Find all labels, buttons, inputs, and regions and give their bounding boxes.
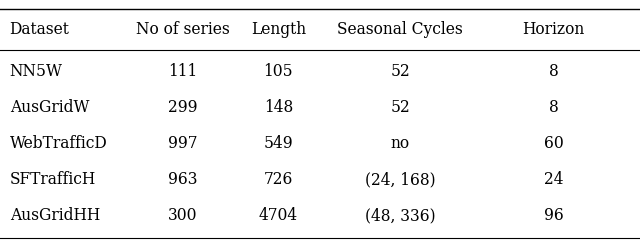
Text: No of series: No of series [136,21,229,38]
Text: Length: Length [251,21,306,38]
Text: SFTrafficH: SFTrafficH [10,171,96,188]
Text: 963: 963 [168,171,197,188]
Text: 148: 148 [264,99,293,116]
Text: 8: 8 [548,99,559,116]
Text: no: no [390,135,410,152]
Text: AusGridW: AusGridW [10,99,89,116]
Text: 52: 52 [390,63,410,80]
Text: 726: 726 [264,171,293,188]
Text: 549: 549 [264,135,293,152]
Text: AusGridHH: AusGridHH [10,207,100,224]
Text: Seasonal Cycles: Seasonal Cycles [337,21,463,38]
Text: 52: 52 [390,99,410,116]
Text: Dataset: Dataset [10,21,70,38]
Text: (48, 336): (48, 336) [365,207,435,224]
Text: 300: 300 [168,207,197,224]
Text: 997: 997 [168,135,197,152]
Text: Horizon: Horizon [522,21,585,38]
Text: 111: 111 [168,63,197,80]
Text: 24: 24 [544,171,563,188]
Text: NN5W: NN5W [10,63,63,80]
Text: WebTrafficD: WebTrafficD [10,135,108,152]
Text: 60: 60 [544,135,563,152]
Text: 4704: 4704 [259,207,298,224]
Text: (24, 168): (24, 168) [365,171,435,188]
Text: 105: 105 [264,63,293,80]
Text: 299: 299 [168,99,197,116]
Text: 96: 96 [544,207,563,224]
Text: 8: 8 [548,63,559,80]
